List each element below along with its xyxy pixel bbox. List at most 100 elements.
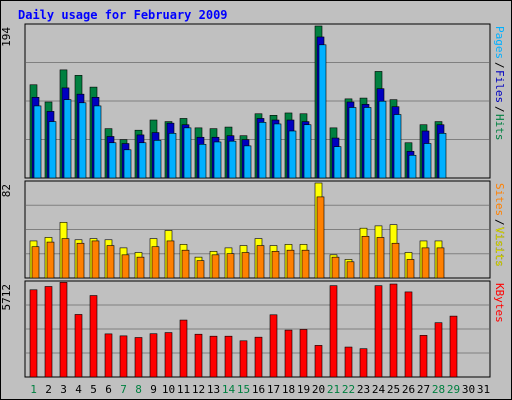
- bar-kbytes-day-28: [434, 322, 443, 378]
- bar-sites-day-22: [346, 261, 355, 279]
- bar-pages-day-19: [303, 124, 312, 179]
- bar-sites-day-15: [241, 252, 250, 279]
- day-label-30: 30: [462, 383, 475, 396]
- bar-sites-day-28: [436, 247, 445, 279]
- bar-sites-day-27: [421, 247, 430, 279]
- panel-bottom-max-label: 5712: [0, 284, 13, 311]
- bar-pages-day-22: [348, 107, 357, 179]
- bar-kbytes-day-2: [44, 286, 53, 378]
- bar-sites-day-23: [361, 235, 370, 279]
- bar-sites-day-24: [376, 237, 385, 279]
- day-label-5: 5: [90, 383, 97, 396]
- bar-pages-day-4: [78, 102, 87, 179]
- day-label-22: 22: [342, 383, 355, 396]
- day-label-24: 24: [372, 383, 386, 396]
- bar-kbytes-day-14: [224, 335, 233, 378]
- bar-kbytes-day-3: [59, 282, 68, 378]
- bar-pages-day-27: [423, 143, 432, 179]
- bar-pages-day-24: [378, 100, 387, 179]
- bar-kbytes-day-1: [29, 289, 38, 378]
- bar-pages-day-16: [258, 122, 267, 179]
- bar-kbytes-day-6: [104, 333, 113, 378]
- bar-kbytes-day-27: [419, 335, 428, 378]
- day-label-4: 4: [75, 383, 82, 396]
- bar-kbytes-day-4: [74, 314, 83, 378]
- bar-pages-day-21: [333, 146, 342, 179]
- bar-kbytes-day-17: [269, 314, 278, 378]
- bar-pages-day-3: [63, 99, 72, 179]
- day-label-21: 21: [327, 383, 340, 396]
- bar-kbytes-day-18: [284, 329, 293, 378]
- bar-kbytes-day-29: [449, 315, 458, 378]
- bar-kbytes-day-15: [239, 340, 248, 378]
- bar-kbytes-day-19: [299, 329, 308, 378]
- bar-sites-day-14: [226, 253, 235, 279]
- bar-pages-day-11: [183, 127, 192, 179]
- bar-kbytes-day-26: [404, 291, 413, 378]
- bar-kbytes-day-9: [149, 333, 158, 378]
- day-label-2: 2: [45, 383, 52, 396]
- bar-pages-day-14: [228, 140, 237, 179]
- bar-kbytes-day-21: [329, 285, 338, 378]
- ylabel-files: Files: [493, 70, 506, 103]
- bar-kbytes-day-22: [344, 346, 353, 378]
- ylabel-visits: Visits: [493, 227, 506, 267]
- bar-pages-day-17: [273, 123, 282, 179]
- bar-kbytes-day-11: [179, 319, 188, 378]
- bar-sites-day-21: [331, 256, 340, 279]
- bar-kbytes-day-20: [314, 345, 323, 378]
- day-label-26: 26: [402, 383, 415, 396]
- bar-pages-day-15: [243, 145, 252, 179]
- bar-sites-day-18: [286, 249, 295, 279]
- day-label-9: 9: [150, 383, 157, 396]
- panel-middle-max-label: 82: [0, 184, 13, 197]
- day-label-3: 3: [60, 383, 67, 396]
- bar-sites-day-13: [211, 254, 220, 279]
- bar-pages-day-23: [363, 107, 372, 179]
- day-label-1: 1: [30, 383, 37, 396]
- day-label-23: 23: [357, 383, 370, 396]
- bar-sites-day-26: [406, 259, 415, 279]
- bar-sites-day-6: [106, 245, 115, 279]
- day-label-10: 10: [162, 383, 175, 396]
- day-label-12: 12: [192, 383, 205, 396]
- day-label-28: 28: [432, 383, 445, 396]
- bar-sites-day-25: [391, 242, 400, 279]
- bar-sites-day-9: [151, 246, 160, 279]
- bar-kbytes-day-13: [209, 335, 218, 378]
- bar-kbytes-day-12: [194, 333, 203, 378]
- day-label-20: 20: [312, 383, 325, 396]
- bar-sites-day-10: [166, 240, 175, 279]
- day-label-15: 15: [237, 383, 250, 396]
- day-label-8: 8: [135, 383, 142, 396]
- bar-sites-day-4: [76, 242, 85, 279]
- bar-pages-day-5: [93, 105, 102, 179]
- bar-sites-day-19: [301, 249, 310, 279]
- day-label-25: 25: [387, 383, 400, 396]
- bar-kbytes-day-16: [254, 336, 263, 378]
- bar-pages-day-28: [438, 133, 447, 179]
- day-label-18: 18: [282, 383, 295, 396]
- bar-sites-day-5: [91, 240, 100, 279]
- bar-pages-day-9: [153, 140, 162, 179]
- bar-kbytes-day-7: [119, 335, 128, 378]
- day-label-31: 31: [477, 383, 490, 396]
- day-label-29: 29: [447, 383, 460, 396]
- day-label-13: 13: [207, 383, 220, 396]
- day-label-19: 19: [297, 383, 310, 396]
- bar-pages-day-20: [318, 44, 327, 179]
- chart-title: Daily usage for February 2009: [18, 8, 228, 22]
- day-label-16: 16: [252, 383, 265, 396]
- bar-pages-day-18: [288, 130, 297, 179]
- bar-pages-day-1: [33, 105, 42, 179]
- bar-sites-day-2: [46, 241, 55, 279]
- ylabel-pages: Pages: [493, 26, 506, 59]
- ylabel-slash: /: [493, 62, 506, 69]
- bar-pages-day-2: [48, 121, 57, 179]
- ylabel-kbytes: KBytes: [493, 283, 506, 323]
- ylabel-hits: Hits: [493, 114, 506, 141]
- ylabel-slash: /: [493, 106, 506, 113]
- day-label-27: 27: [417, 383, 430, 396]
